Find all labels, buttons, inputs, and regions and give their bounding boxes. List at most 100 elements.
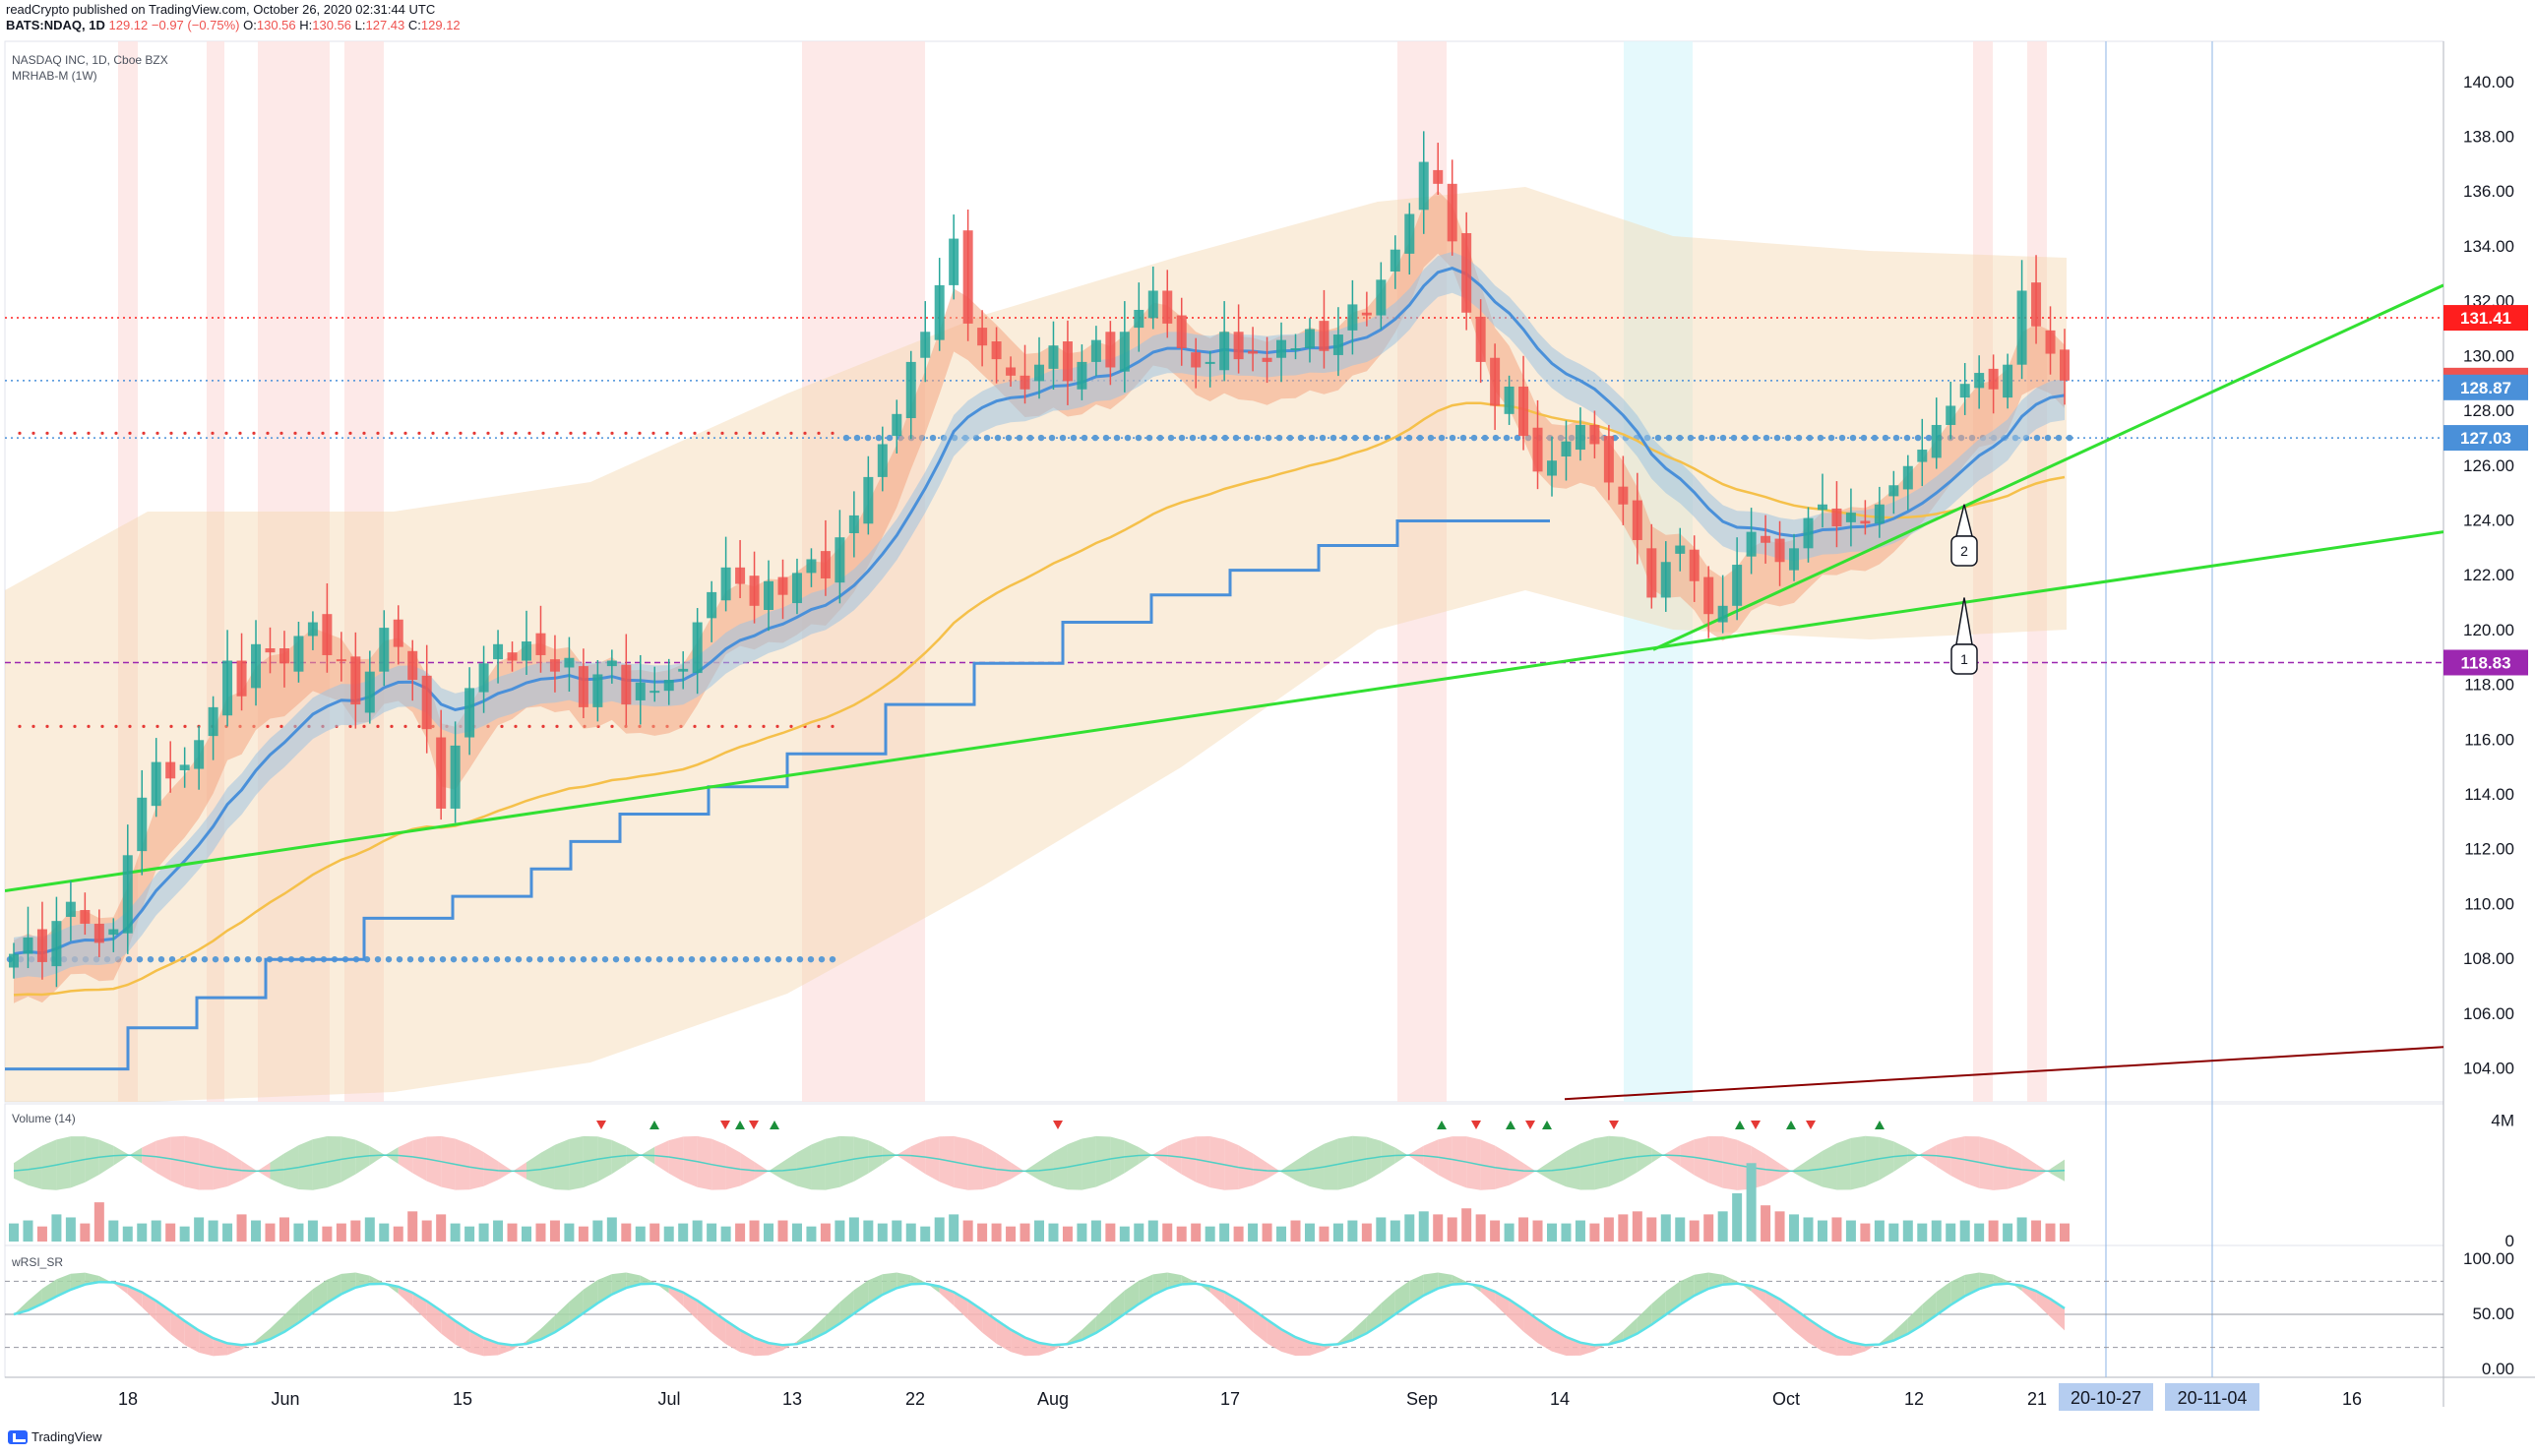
date-tag[interactable]: 20-10-27 [2059, 1383, 2153, 1411]
volume-bar[interactable] [236, 1214, 247, 1242]
volume-bar[interactable] [1675, 1217, 1686, 1242]
volume-bar[interactable] [564, 1223, 575, 1242]
volume-bar[interactable] [1119, 1226, 1130, 1242]
volume-bar[interactable] [692, 1220, 703, 1242]
volume-bar[interactable] [1660, 1214, 1671, 1242]
volume-bar[interactable] [764, 1223, 774, 1242]
volume-bar[interactable] [1632, 1211, 1642, 1242]
volume-bar[interactable] [379, 1223, 390, 1242]
volume-bar[interactable] [1418, 1211, 1429, 1242]
volume-bar[interactable] [222, 1223, 233, 1242]
candle-body[interactable] [1077, 361, 1087, 390]
volume-bar[interactable] [977, 1223, 988, 1242]
volume-bar[interactable] [934, 1217, 945, 1242]
candle-body[interactable] [592, 674, 603, 707]
volume-bar[interactable] [2016, 1217, 2027, 1242]
volume-bar[interactable] [208, 1220, 218, 1242]
volume-bar[interactable] [293, 1223, 304, 1242]
volume-bar[interactable] [1603, 1217, 1614, 1242]
candle-body[interactable] [293, 636, 304, 672]
volume-bar[interactable] [36, 1226, 47, 1242]
candle-body[interactable] [1917, 450, 1928, 462]
volume-bar[interactable] [949, 1214, 959, 1242]
candle-body[interactable] [236, 660, 247, 697]
volume-bar[interactable] [791, 1223, 802, 1242]
volume-bar[interactable] [1304, 1223, 1315, 1242]
candle-body[interactable] [493, 643, 504, 660]
candle-body[interactable] [720, 567, 731, 601]
volume-bar[interactable] [1917, 1223, 1928, 1242]
candle-body[interactable] [1603, 436, 1614, 483]
date-tag[interactable]: 20-11-04 [2165, 1383, 2259, 1411]
volume-bar[interactable] [1490, 1220, 1501, 1242]
candle-body[interactable] [1689, 549, 1700, 581]
volume-bar[interactable] [1461, 1208, 1472, 1242]
candle-body[interactable] [934, 284, 945, 340]
volume-bar[interactable] [2003, 1223, 2013, 1242]
volume-bar[interactable] [336, 1223, 346, 1242]
candle-body[interactable] [278, 647, 289, 664]
candle-body[interactable] [1390, 249, 1400, 272]
volume-bar[interactable] [707, 1223, 717, 1242]
candle-body[interactable] [393, 619, 403, 647]
volume-bar[interactable] [1547, 1223, 1557, 1242]
volume-bar[interactable] [1162, 1223, 1173, 1242]
price-tag[interactable]: 128.87 [2443, 374, 2528, 400]
volume-bar[interactable] [1689, 1220, 1700, 1242]
volume-bar[interactable] [578, 1226, 588, 1242]
callout-1[interactable]: 1 [1950, 597, 1978, 675]
candle-body[interactable] [1262, 357, 1272, 362]
candle-body[interactable] [364, 671, 375, 713]
volume-bar[interactable] [436, 1214, 447, 1242]
volume-bar[interactable] [1020, 1223, 1030, 1242]
volume-bar[interactable] [806, 1226, 817, 1242]
candle-body[interactable] [122, 855, 133, 934]
candle-body[interactable] [194, 740, 205, 769]
candle-body[interactable] [1504, 386, 1515, 414]
volume-bar[interactable] [549, 1220, 560, 1242]
volume-bar[interactable] [122, 1226, 133, 1242]
symbol[interactable]: BATS:NDAQ, 1D [6, 18, 105, 32]
volume-bar[interactable] [735, 1223, 746, 1242]
volume-bar[interactable] [777, 1220, 788, 1242]
candle-body[interactable] [1147, 290, 1158, 319]
volume-bar[interactable] [322, 1226, 333, 1242]
volume-bar[interactable] [1404, 1214, 1415, 1242]
candle-body[interactable] [835, 537, 845, 583]
volume-bar[interactable] [1475, 1214, 1486, 1242]
candle-body[interactable] [735, 567, 746, 584]
candle-body[interactable] [208, 706, 218, 737]
candle-body[interactable] [649, 691, 660, 694]
volume-bar[interactable] [1090, 1220, 1101, 1242]
candle-body[interactable] [1532, 427, 1543, 472]
volume-bar[interactable] [1845, 1220, 1856, 1242]
candle-body[interactable] [1105, 332, 1116, 368]
volume-bar[interactable] [678, 1223, 689, 1242]
candle-body[interactable] [991, 341, 1002, 360]
volume-bar[interactable] [137, 1223, 148, 1242]
volume-bar[interactable] [649, 1223, 660, 1242]
candle-body[interactable] [1304, 329, 1315, 348]
candle-body[interactable] [522, 641, 531, 661]
volume-bar[interactable] [278, 1217, 289, 1242]
candle-body[interactable] [892, 413, 902, 437]
candle-body[interactable] [2016, 290, 2027, 365]
volume-bar[interactable] [1062, 1226, 1073, 1242]
volume-bar[interactable] [1902, 1220, 1913, 1242]
candle-body[interactable] [977, 328, 988, 346]
candle-body[interactable] [137, 797, 148, 852]
candle-body[interactable] [1233, 332, 1244, 360]
candle-body[interactable] [578, 666, 588, 707]
candle-body[interactable] [1475, 316, 1486, 362]
volume-bar[interactable] [65, 1217, 76, 1242]
candle-body[interactable] [1931, 424, 1942, 458]
candle-body[interactable] [1831, 508, 1842, 527]
candle-body[interactable] [1433, 169, 1444, 184]
candle-body[interactable] [1646, 548, 1657, 598]
volume-bar[interactable] [1176, 1226, 1187, 1242]
candle-body[interactable] [1347, 304, 1358, 331]
volume-bar[interactable] [251, 1220, 262, 1242]
candle-body[interactable] [1418, 161, 1429, 211]
candle-body[interactable] [1518, 386, 1529, 437]
candle-body[interactable] [949, 238, 959, 285]
